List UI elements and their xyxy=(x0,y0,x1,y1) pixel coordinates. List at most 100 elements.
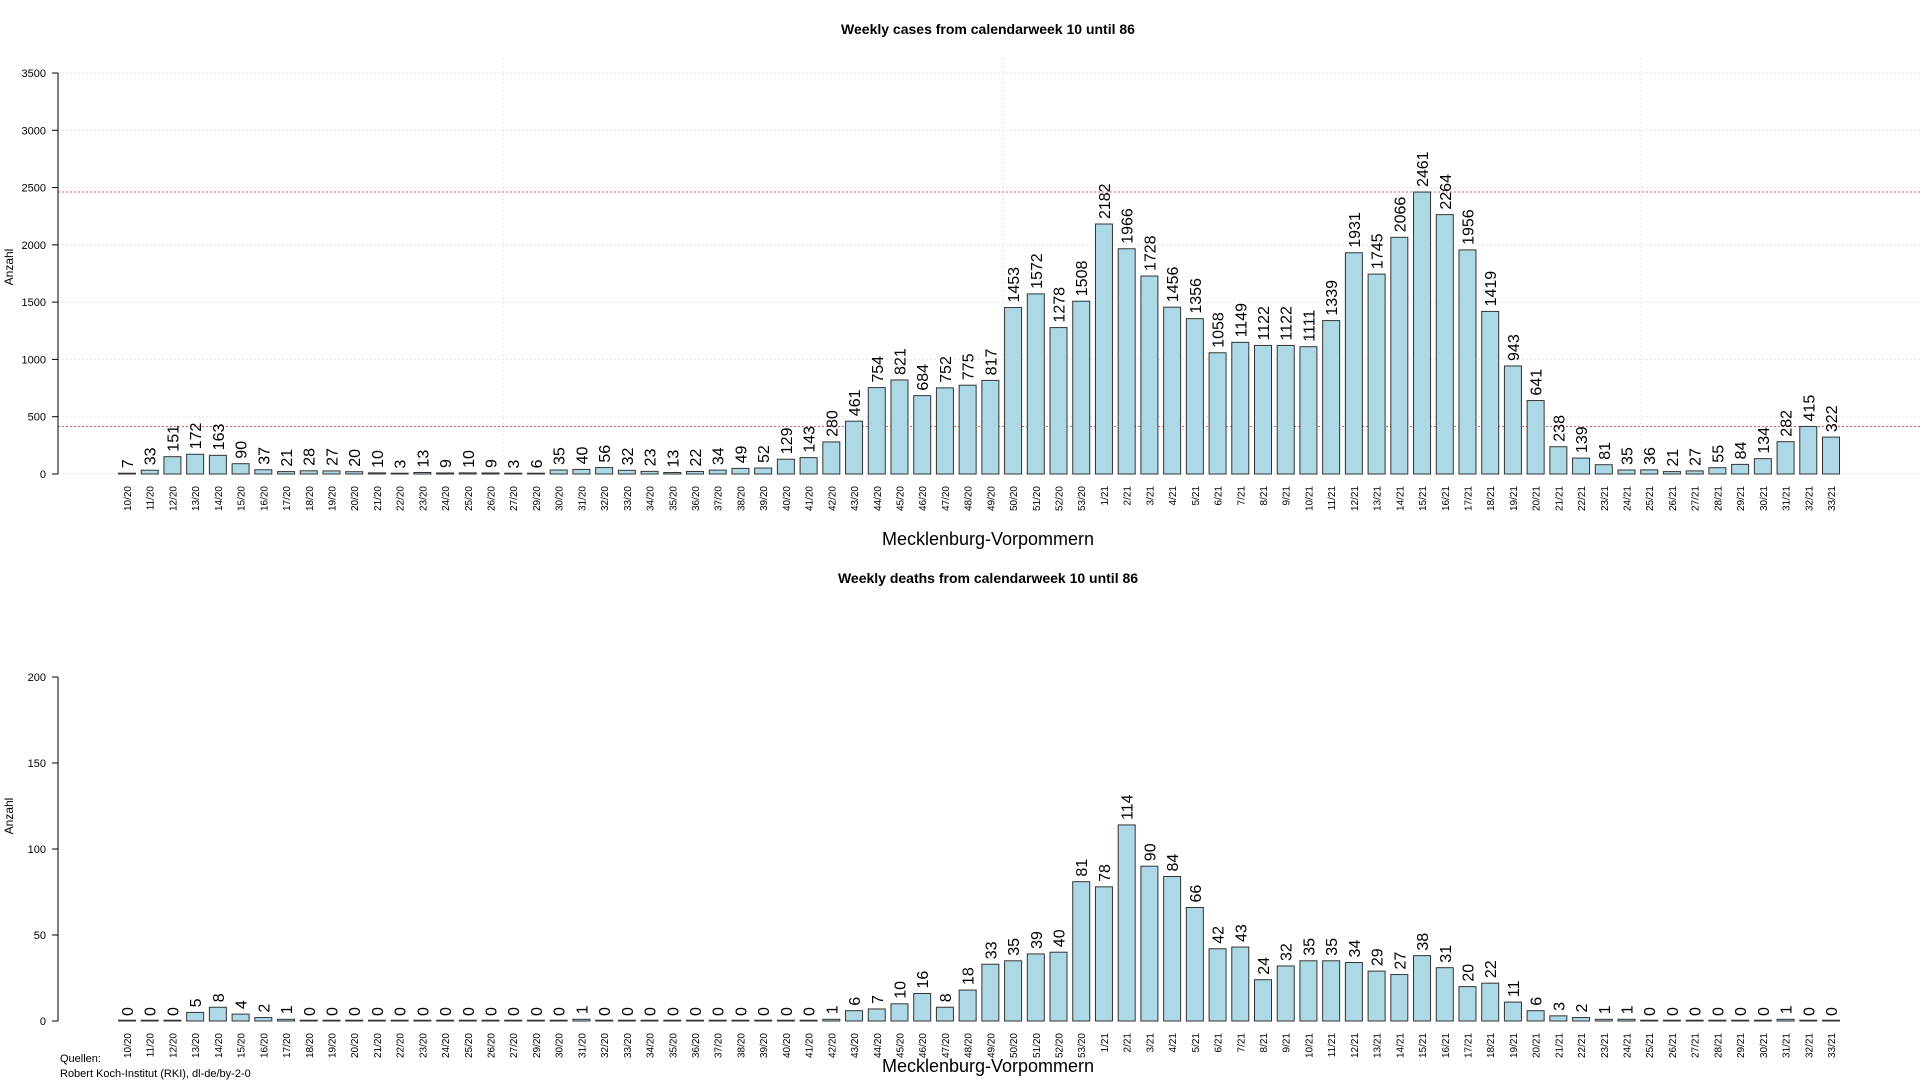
bar xyxy=(663,472,682,475)
x-tick-label: 11/20 xyxy=(146,1033,157,1058)
x-tick-label: 35/20 xyxy=(668,1033,679,1058)
x-tick-label: 27/20 xyxy=(509,486,520,511)
bar xyxy=(526,1019,545,1022)
value-label: 32 xyxy=(1279,943,1296,961)
x-tick-label: 42/20 xyxy=(827,486,838,511)
bar xyxy=(822,441,841,475)
bar xyxy=(1776,1018,1795,1022)
value-label: 43 xyxy=(1233,924,1250,942)
x-tick-label: 23/20 xyxy=(418,1033,429,1058)
value-label: 238 xyxy=(1551,415,1568,442)
value-label: 775 xyxy=(961,353,978,380)
value-label: 0 xyxy=(324,1007,341,1016)
x-tick-label: 41/20 xyxy=(805,1033,816,1058)
x-tick-label: 11/21 xyxy=(1327,1033,1338,1058)
bar xyxy=(504,472,523,475)
x-tick-label: 9/21 xyxy=(1282,1033,1293,1053)
value-label: 27 xyxy=(324,448,341,466)
x-tick-label: 11/20 xyxy=(146,486,157,511)
x-tick-label: 35/20 xyxy=(668,486,679,511)
value-label: 0 xyxy=(484,1007,501,1016)
x-tick-label: 50/20 xyxy=(1009,486,1020,511)
x-tick-label: 15/21 xyxy=(1418,1033,1429,1058)
value-label: 0 xyxy=(415,1007,432,1016)
x-tick-label: 26/20 xyxy=(487,486,498,511)
x-tick-label: 19/21 xyxy=(1509,1033,1520,1058)
bar xyxy=(595,467,614,475)
value-label: 2182 xyxy=(1097,183,1114,219)
x-tick-label: 38/20 xyxy=(736,486,747,511)
bar xyxy=(1435,967,1454,1022)
x-tick-label: 36/20 xyxy=(691,486,702,511)
y-tick-label: 50 xyxy=(34,930,46,942)
x-tick-label: 14/21 xyxy=(1395,1033,1406,1058)
bar xyxy=(1481,982,1500,1022)
x-tick-label: 3/21 xyxy=(1145,1033,1156,1053)
bar xyxy=(140,469,159,475)
deaths-y-axis-label: Anzahl xyxy=(2,798,16,835)
deaths-chart-title: Weekly deaths from calendarweek 10 until… xyxy=(838,570,1138,586)
y-tick-label: 1000 xyxy=(22,354,46,366)
bar xyxy=(686,470,704,475)
bar xyxy=(708,469,727,475)
bar xyxy=(1299,960,1318,1022)
x-tick-label: 38/20 xyxy=(736,1033,747,1058)
x-tick-label: 20/21 xyxy=(1532,486,1543,511)
bar xyxy=(1163,306,1182,475)
value-label: 1966 xyxy=(1120,208,1137,244)
x-tick-label: 18/20 xyxy=(305,486,316,511)
bar xyxy=(277,1018,296,1022)
bar xyxy=(1072,300,1091,475)
x-tick-label: 13/21 xyxy=(1373,486,1384,511)
y-tick-label: 100 xyxy=(28,844,46,856)
bar xyxy=(867,1008,886,1022)
x-tick-label: 19/21 xyxy=(1509,486,1520,511)
value-label: 42 xyxy=(1211,926,1228,944)
x-tick-label: 14/20 xyxy=(214,1033,225,1058)
value-label: 0 xyxy=(393,1007,410,1016)
bar xyxy=(458,472,477,475)
bar xyxy=(1435,214,1454,475)
bar xyxy=(1072,881,1091,1022)
value-label: 0 xyxy=(552,1007,569,1016)
x-tick-label: 7/21 xyxy=(1236,486,1247,506)
x-tick-label: 13/20 xyxy=(191,486,202,511)
bar xyxy=(1503,1001,1522,1022)
bar xyxy=(1026,953,1045,1022)
x-tick-label: 22/20 xyxy=(396,486,407,511)
value-label: 0 xyxy=(347,1007,364,1016)
x-tick-label: 48/20 xyxy=(964,1033,975,1058)
bar xyxy=(458,1019,477,1022)
x-tick-label: 5/21 xyxy=(1191,1033,1202,1053)
bar xyxy=(163,456,182,475)
bar xyxy=(595,1019,614,1022)
bar xyxy=(1572,1017,1591,1022)
x-tick-label: 13/20 xyxy=(191,1033,202,1058)
bar xyxy=(1708,467,1727,475)
value-label: 3 xyxy=(393,460,410,469)
x-tick-label: 46/20 xyxy=(918,486,929,511)
y-tick-label: 1500 xyxy=(22,297,46,309)
value-label: 2 xyxy=(256,1004,273,1013)
value-label: 13 xyxy=(415,450,432,468)
value-label: 27 xyxy=(1392,952,1409,970)
value-label: 0 xyxy=(733,1007,750,1016)
x-tick-label: 32/21 xyxy=(1804,1033,1815,1058)
bar xyxy=(345,471,364,475)
x-tick-label: 43/20 xyxy=(850,1033,861,1058)
x-tick-label: 31/20 xyxy=(577,1033,588,1058)
x-tick-label: 29/21 xyxy=(1736,486,1747,511)
bar xyxy=(1185,906,1204,1022)
x-tick-label: 53/20 xyxy=(1077,486,1088,511)
bar xyxy=(1004,960,1023,1022)
x-tick-label: 8/21 xyxy=(1259,486,1270,506)
value-label: 3 xyxy=(1551,1002,1568,1011)
value-label: 35 xyxy=(1301,938,1318,956)
x-tick-label: 15/20 xyxy=(237,1033,248,1058)
sources-line: Robert Koch-Institut (RKI), dl-de/by-2-0 xyxy=(60,1068,251,1080)
value-label: 0 xyxy=(620,1007,637,1016)
bar xyxy=(867,387,886,475)
x-tick-label: 33/20 xyxy=(623,1033,634,1058)
x-tick-label: 22/20 xyxy=(396,1033,407,1058)
